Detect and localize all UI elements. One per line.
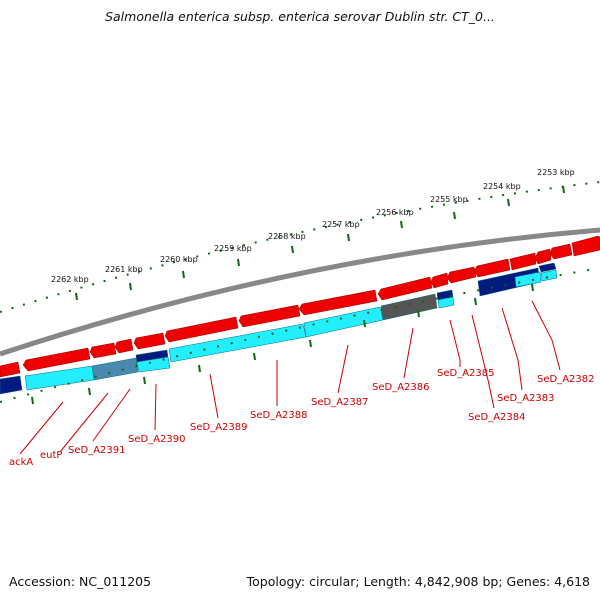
major-tick <box>507 198 510 207</box>
gene-label-SeD_A2383: SeD_A2383 <box>497 393 555 404</box>
gene-labels: SeD_A2382 SeD_A2383 SeD_A2384 SeD_A2385 … <box>9 368 595 468</box>
reverse-cds <box>540 269 558 282</box>
forward-cds <box>534 248 552 265</box>
forward-cds <box>571 235 600 257</box>
major-tick <box>531 283 534 292</box>
reverse-cds <box>24 365 95 391</box>
major-tick <box>143 376 146 385</box>
leader-SeD_A2391 <box>92 388 131 442</box>
map-title: Salmonella enterica subsp. enterica sero… <box>105 9 495 24</box>
major-tick <box>562 185 565 194</box>
major-tick <box>474 297 477 306</box>
major-tick <box>291 245 294 254</box>
reverse-other <box>0 375 23 395</box>
reverse-cds <box>514 271 542 288</box>
forward-cds <box>114 338 134 354</box>
label-leaders <box>19 300 561 455</box>
forward-cds <box>0 361 21 378</box>
major-tick <box>347 233 350 242</box>
leader-SeD_A2387 <box>337 344 349 394</box>
scale-labels: 2253 kbp 2254 kbp 2255 kbp 2256 kbp 2257… <box>51 168 575 284</box>
leader-SeD_A2384 <box>471 314 495 409</box>
leader-SeD_A2386 <box>403 327 414 379</box>
gene-label-SeD_A2390: SeD_A2390 <box>128 434 186 445</box>
scale-label-2256: 2256 kbp <box>376 208 414 217</box>
forward-cds <box>509 252 537 271</box>
major-tick <box>31 396 34 405</box>
major-tick <box>253 352 256 361</box>
forward-cds <box>89 342 117 359</box>
scale-label-2262: 2262 kbp <box>51 275 89 284</box>
major-tick <box>88 387 91 396</box>
backbone-arc <box>0 227 600 357</box>
forward-cds <box>473 258 511 278</box>
scale-label-2261: 2261 kbp <box>105 265 143 274</box>
scale-label-2254: 2254 kbp <box>483 182 521 191</box>
scale-major-ticks <box>75 185 565 301</box>
reverse-cds <box>437 296 455 309</box>
gene-label-SeD_A2389: SeD_A2389 <box>190 422 248 433</box>
forward-cds <box>549 243 573 260</box>
forward-cds <box>377 276 433 301</box>
leader-ackA <box>19 401 64 455</box>
major-tick <box>75 292 78 301</box>
gene-label-eutP: eutP <box>40 450 62 461</box>
scale-label-2253: 2253 kbp <box>537 168 575 177</box>
forward-cds <box>238 304 301 328</box>
forward-cds <box>133 332 166 350</box>
scale-label-2258: 2258 kbp <box>268 232 306 241</box>
gene-label-SeD_A2385: SeD_A2385 <box>437 368 495 379</box>
reverse-cds <box>303 306 384 338</box>
gene-label-SeD_A2386: SeD_A2386 <box>372 382 430 393</box>
gene-label-SeD_A2388: SeD_A2388 <box>250 410 308 421</box>
forward-cds <box>298 289 378 316</box>
reverse-other <box>91 357 139 381</box>
leader-SeD_A2385 <box>449 319 461 367</box>
reverse-other <box>538 262 557 273</box>
leader-SeD_A2389 <box>209 373 219 419</box>
accession-text: Accession: NC_011205 <box>9 574 152 589</box>
major-tick <box>363 319 366 328</box>
reverse-cds <box>136 356 171 373</box>
major-tick <box>129 282 132 291</box>
scale-arc <box>0 181 600 313</box>
gene-label-ackA: ackA <box>9 457 33 468</box>
scale-label-2260: 2260 kbp <box>160 255 198 264</box>
leader-SeD_A2383 <box>501 307 523 391</box>
major-tick <box>309 339 312 348</box>
forward-cds <box>430 272 449 289</box>
major-tick <box>198 364 201 373</box>
scale-label-2255: 2255 kbp <box>430 195 468 204</box>
inner-major-ticks <box>31 283 534 405</box>
leader-eutP <box>59 392 109 453</box>
major-tick <box>400 220 403 229</box>
leader-SeD_A2382 <box>531 300 561 371</box>
topology-summary: Topology: circular; Length: 4,842,908 bp… <box>246 574 590 589</box>
major-tick <box>453 211 456 220</box>
scale-label-2257: 2257 kbp <box>322 220 360 229</box>
major-tick <box>237 258 240 267</box>
forward-strand-features <box>0 235 600 378</box>
inner-scale-arc <box>0 267 600 403</box>
gene-label-SeD_A2387: SeD_A2387 <box>311 397 369 408</box>
major-tick <box>182 270 185 279</box>
gene-label-SeD_A2391: SeD_A2391 <box>68 445 126 456</box>
major-tick <box>417 309 420 318</box>
forward-cds <box>446 266 477 284</box>
scale-label-2259: 2259 kbp <box>214 244 252 253</box>
gene-label-SeD_A2382: SeD_A2382 <box>537 374 595 385</box>
gene-label-SeD_A2384: SeD_A2384 <box>468 412 526 423</box>
forward-cds <box>22 347 91 372</box>
forward-cds <box>164 316 239 343</box>
leader-SeD_A2390 <box>154 383 157 431</box>
